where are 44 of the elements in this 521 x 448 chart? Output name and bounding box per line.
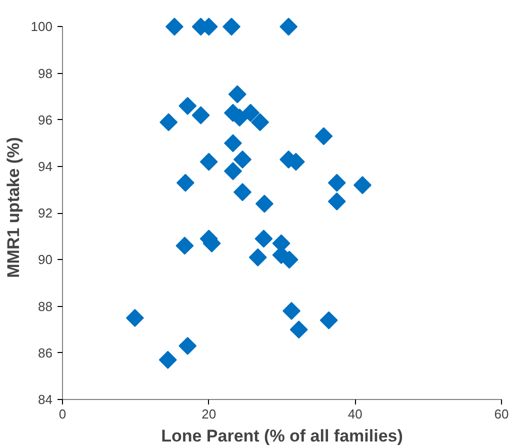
point	[176, 236, 194, 255]
point	[290, 320, 308, 339]
y-tick-label: 100	[30, 19, 53, 34]
y-tick-label: 88	[38, 298, 53, 314]
y-tick-label: 96	[38, 112, 53, 128]
point	[224, 134, 242, 152]
point	[222, 18, 240, 36]
point	[242, 104, 260, 122]
x-tick-label: 20	[202, 406, 216, 422]
point	[282, 302, 300, 320]
point	[165, 18, 184, 36]
point	[234, 183, 252, 202]
y-tick-label: 90	[38, 252, 53, 268]
point	[251, 113, 270, 132]
y-tick-label: 86	[38, 345, 53, 360]
point	[176, 174, 194, 192]
point	[158, 350, 177, 369]
point	[314, 127, 333, 146]
x-axis-title: Lone Parent (% of all families)	[161, 426, 403, 446]
point	[228, 85, 246, 104]
x-tick-label: 60	[494, 406, 509, 422]
point	[328, 192, 346, 210]
point	[255, 194, 274, 213]
point	[280, 18, 298, 36]
y-axis-title: MMR1 uptake (%)	[4, 137, 23, 278]
point	[224, 162, 242, 180]
y-tick-label: 92	[38, 206, 53, 221]
point	[160, 113, 178, 132]
point	[178, 336, 197, 355]
point	[178, 96, 197, 115]
point	[200, 152, 218, 171]
x-tick-label: 40	[348, 406, 362, 422]
point	[354, 176, 372, 194]
y-tick-label: 84	[38, 392, 53, 407]
x-tick-label: 0	[58, 406, 66, 422]
point	[126, 308, 144, 327]
point	[320, 311, 338, 330]
y-tick-label: 94	[38, 158, 53, 174]
point	[254, 230, 273, 248]
point	[248, 248, 267, 266]
point	[234, 150, 252, 168]
y-tick-label: 98	[38, 66, 53, 81]
point	[328, 174, 346, 192]
point	[192, 106, 210, 124]
